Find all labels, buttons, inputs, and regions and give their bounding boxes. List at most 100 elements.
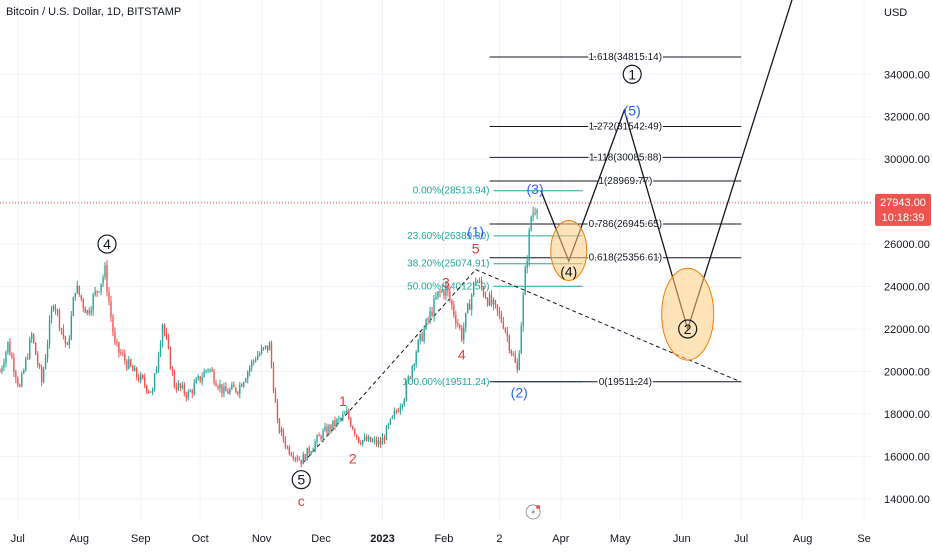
- candle-body: [118, 342, 120, 353]
- candle-body: [36, 354, 39, 365]
- candle-body: [312, 449, 314, 452]
- candle-body: [116, 342, 118, 344]
- fib-retracement-label: 100.00%(19511.24): [402, 377, 489, 388]
- candle-body: [157, 355, 160, 369]
- candle-body: [470, 294, 473, 310]
- candle-body: [171, 369, 174, 372]
- fib-extension-label: 1.118(30085.88): [589, 152, 662, 163]
- candle-body: [76, 285, 78, 293]
- candle-body: [411, 366, 413, 378]
- x-tick-label: Jul: [734, 533, 748, 545]
- candle-body: [78, 285, 80, 296]
- candle-body: [354, 429, 356, 435]
- candle-body: [102, 277, 104, 284]
- candle-body: [350, 418, 352, 427]
- candle-body: [381, 437, 384, 445]
- candle-body: [247, 371, 249, 380]
- candle-body: [449, 291, 451, 301]
- wave-label: 2: [349, 450, 357, 466]
- candle-body: [58, 310, 61, 329]
- candle-body: [322, 430, 324, 440]
- candle-body: [231, 384, 233, 390]
- candle-body: [342, 414, 344, 419]
- x-tick-label: Sep: [131, 533, 151, 545]
- wave-label: 1: [339, 393, 347, 409]
- candle-body: [286, 446, 289, 448]
- candle-body: [340, 418, 342, 420]
- candle-body: [27, 358, 29, 360]
- candle-body: [298, 459, 300, 461]
- candle-body: [296, 457, 298, 460]
- candle-body: [235, 387, 237, 393]
- candle-body: [409, 376, 411, 378]
- candle-body: [88, 310, 90, 314]
- x-tick-label: Jul: [11, 533, 25, 545]
- candle-body: [21, 373, 23, 387]
- candle-body: [0, 371, 1, 373]
- candle-body: [379, 440, 382, 445]
- candles: [0, 206, 538, 468]
- trendline: [302, 269, 477, 464]
- candle-body: [193, 383, 195, 394]
- fib-extension-label: 1(28969.77): [598, 176, 652, 187]
- y-tick-label: 24000.00: [884, 282, 930, 294]
- candle-body: [472, 282, 475, 295]
- candle-body: [153, 373, 156, 390]
- candle-body: [437, 291, 439, 298]
- candle-body: [318, 435, 320, 437]
- candle-body: [106, 265, 108, 293]
- candle-body: [306, 447, 308, 461]
- candle-body: [348, 410, 350, 419]
- candle-body: [270, 342, 273, 366]
- candle-body: [443, 290, 445, 296]
- candle-body: [510, 350, 513, 354]
- candle-body: [262, 347, 265, 349]
- currency-label: USD: [884, 7, 907, 19]
- candle-body: [484, 295, 487, 299]
- candle-body: [80, 295, 82, 300]
- candle-body: [445, 285, 447, 296]
- price-axis[interactable]: 34000.0032000.0030000.0028000.0026000.00…: [884, 7, 930, 506]
- candle-body: [496, 304, 499, 311]
- y-tick-label: 30000.00: [884, 154, 930, 166]
- candle-body: [290, 453, 293, 456]
- candle-body: [169, 347, 172, 370]
- candle-body: [294, 457, 296, 459]
- fib-retracement-label: 38.20%(25074.91): [407, 259, 489, 270]
- candle-body: [187, 391, 189, 398]
- candle-body: [367, 436, 370, 441]
- candle-body: [407, 376, 409, 383]
- candle-body: [130, 359, 132, 367]
- candle-body: [100, 283, 102, 292]
- candle-body: [23, 370, 25, 374]
- candle-body: [34, 342, 37, 355]
- candle-body: [324, 426, 326, 431]
- time-axis[interactable]: Jul Aug Sep Oct Nov Dec 2023 Feb 2 Apr May Jun Jul Au…: [11, 533, 871, 545]
- candle-body: [363, 436, 366, 441]
- candle-body: [241, 384, 243, 387]
- candle-body: [504, 328, 507, 332]
- y-tick-label: 18000.00: [884, 409, 930, 421]
- fib-extension-label: 0.786(26945.65): [589, 219, 662, 230]
- candle-body: [237, 392, 239, 394]
- candle-body: [405, 382, 407, 400]
- candle-body: [494, 300, 497, 305]
- wave-label: (2): [511, 385, 528, 401]
- candle-body: [459, 325, 461, 328]
- wave-label: c: [298, 493, 305, 509]
- candle-body: [260, 348, 263, 354]
- candle-body: [136, 367, 138, 378]
- candle-body: [429, 311, 431, 320]
- fib-retracement-label: 23.60%(26389.30): [407, 231, 489, 242]
- candle-body: [441, 290, 443, 293]
- candle-body: [528, 230, 530, 262]
- x-tick-label: 2023: [370, 533, 394, 545]
- candle-body: [213, 371, 215, 384]
- candle-body: [292, 455, 295, 459]
- candle-body: [276, 402, 279, 420]
- candle-body: [320, 435, 322, 440]
- candle-body: [155, 368, 158, 374]
- wave-label-circle: [97, 234, 117, 254]
